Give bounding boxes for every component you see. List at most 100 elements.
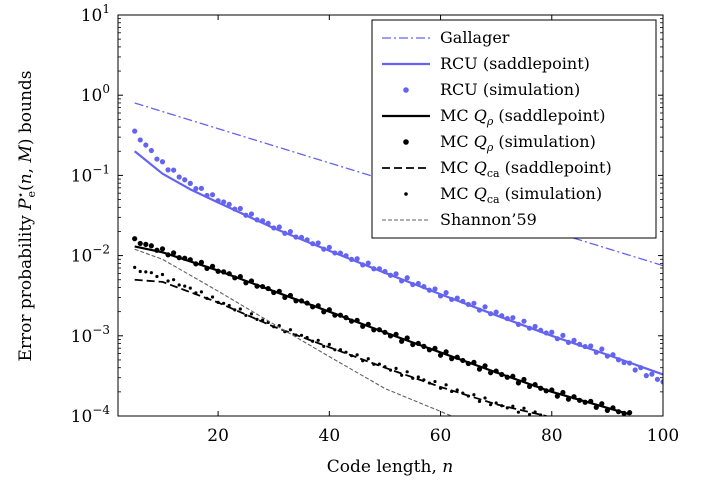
data-point: [443, 290, 449, 296]
data-point: [333, 348, 337, 352]
data-point: [298, 298, 305, 304]
legend-label: RCU (saddlepoint): [440, 54, 590, 73]
data-point: [549, 387, 555, 393]
legend-marker: [404, 192, 408, 196]
data-point: [232, 275, 238, 281]
data-point: [171, 250, 177, 256]
data-point: [404, 275, 410, 281]
data-point: [377, 362, 381, 366]
legend-item-rcu-simulation: RCU (simulation): [403, 80, 580, 99]
data-point: [493, 368, 499, 374]
data-point: [504, 315, 510, 322]
data-point: [444, 383, 448, 387]
data-point: [199, 290, 204, 294]
data-point: [421, 343, 427, 349]
data-point: [599, 346, 605, 352]
data-point: [511, 404, 515, 408]
data-point: [372, 362, 376, 366]
data-point: [360, 323, 366, 329]
legend-label: Shannon’59: [440, 210, 537, 229]
data-point: [326, 244, 332, 250]
data-point: [293, 298, 299, 304]
data-point: [188, 286, 192, 290]
data-point: [298, 234, 305, 241]
legend-item-mc-qca-saddlepoint: MC Qca (saddlepoint): [382, 158, 612, 180]
y-tick-label: 100: [81, 82, 110, 106]
data-point: [576, 397, 583, 403]
data-point: [165, 167, 171, 173]
data-point: [315, 240, 321, 246]
data-point: [144, 270, 148, 274]
data-point: [500, 404, 504, 408]
data-point: [282, 230, 288, 236]
legend-item-mc-q-simulation: MC Qρ (simulation): [403, 132, 596, 154]
data-point: [554, 336, 560, 342]
data-point: [571, 337, 577, 343]
data-point: [560, 389, 566, 396]
data-point: [621, 410, 627, 416]
data-point: [299, 333, 304, 337]
data-point: [649, 371, 655, 377]
data-point: [177, 283, 181, 287]
data-point: [204, 192, 210, 199]
data-point: [311, 339, 315, 343]
data-point: [327, 342, 331, 347]
legend: Gallager RCU (saddlepoint) RCU (simulation…: [371, 19, 657, 239]
data-point: [593, 404, 599, 410]
legend-item-shannon-59: Shannon’59: [382, 210, 537, 229]
data-point: [349, 354, 354, 358]
data-point: [565, 396, 572, 402]
x-tick-label: 100: [647, 426, 679, 446]
data-point: [248, 278, 255, 284]
data-point: [510, 373, 516, 379]
data-point: [443, 349, 449, 355]
data-point: [198, 185, 205, 191]
data-point: [132, 128, 138, 134]
data-point: [259, 283, 266, 290]
data-point: [615, 357, 622, 363]
data-point: [476, 366, 483, 372]
data-point: [221, 269, 227, 275]
data-point: [354, 317, 360, 323]
data-point: [348, 318, 355, 324]
data-point: [627, 410, 633, 416]
data-point: [227, 303, 231, 308]
data-point: [437, 352, 444, 358]
data-point: [293, 234, 299, 240]
data-point: [204, 265, 210, 271]
data-point: [216, 300, 220, 304]
series-rcu-simulation: [132, 128, 663, 385]
data-point: [421, 284, 427, 290]
data-point: [159, 159, 166, 165]
data-point: [538, 385, 544, 391]
data-point: [422, 378, 426, 382]
data-point: [187, 257, 193, 263]
data-point: [426, 347, 433, 353]
data-point: [526, 383, 533, 390]
data-point: [193, 261, 199, 267]
series-layer: [132, 102, 663, 416]
data-point: [232, 206, 238, 212]
x-tick-label: 20: [207, 426, 229, 446]
data-point: [454, 295, 460, 301]
x-tick-label: 40: [319, 426, 341, 446]
data-point: [449, 296, 455, 303]
data-point: [461, 391, 465, 395]
data-point: [382, 329, 388, 335]
data-point: [482, 363, 488, 369]
data-point: [209, 192, 216, 198]
data-point: [361, 359, 365, 363]
legend-marker: [403, 87, 409, 93]
legend-box: [371, 19, 657, 239]
data-point: [643, 373, 649, 379]
data-point: [455, 388, 459, 392]
legend-item-gallager: Gallager: [382, 28, 510, 47]
data-point: [233, 308, 237, 312]
data-point: [310, 241, 316, 247]
data-point: [522, 406, 526, 410]
data-point: [415, 280, 421, 287]
y-tick-label: 10−2: [71, 243, 110, 267]
data-point: [343, 315, 349, 321]
data-point: [393, 271, 399, 277]
data-point: [582, 399, 588, 405]
